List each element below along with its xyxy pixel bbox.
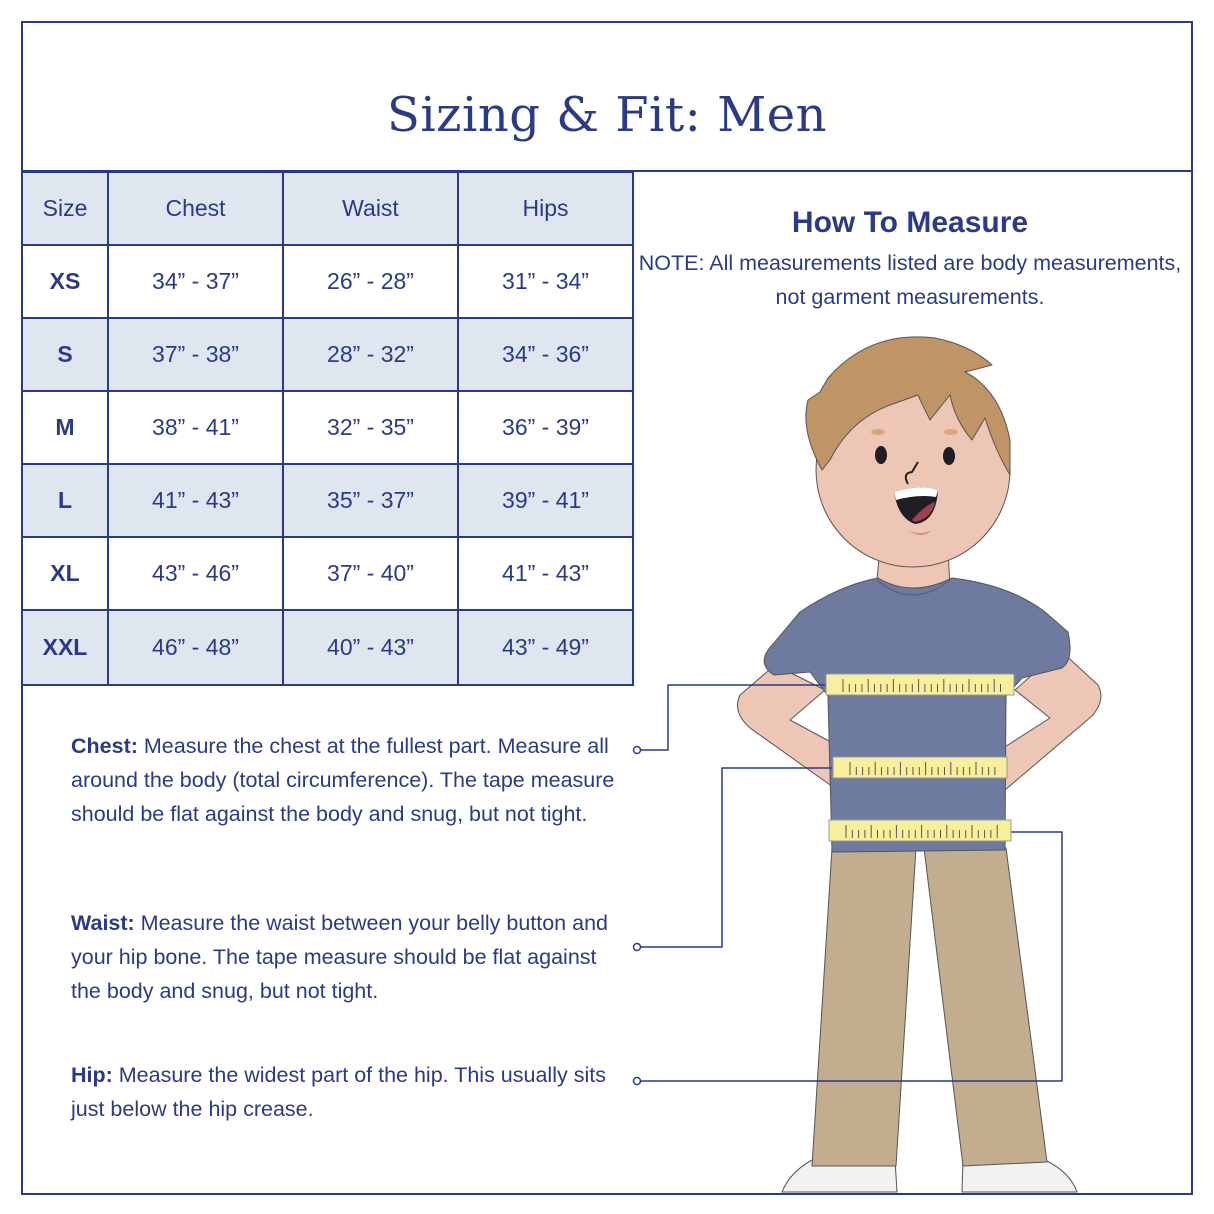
hip-leader-line bbox=[641, 831, 1063, 1082]
chest-instructions: Chest: Measure the chest at the fullest … bbox=[71, 729, 631, 831]
measurement-note: NOTE: All measurements listed are body m… bbox=[638, 251, 1182, 309]
table-row: XL 43” - 46” 37” - 40” 41” - 43” bbox=[21, 536, 634, 611]
header-hips: Hips bbox=[457, 171, 634, 246]
chest-tape bbox=[825, 673, 1015, 696]
waist-cell: 26” - 28” bbox=[282, 244, 459, 319]
hips-cell: 34” - 36” bbox=[457, 317, 634, 392]
waist-leader-line bbox=[641, 767, 833, 948]
size-cell: M bbox=[21, 390, 109, 465]
hips-cell: 41” - 43” bbox=[457, 536, 634, 611]
waist-tape bbox=[832, 756, 1008, 779]
size-cell: S bbox=[21, 317, 109, 392]
waist-cell: 28” - 32” bbox=[282, 317, 459, 392]
hips-cell: 43” - 49” bbox=[457, 609, 634, 686]
chest-leader-dot bbox=[632, 745, 642, 755]
hip-label: Hip: bbox=[71, 1063, 113, 1087]
chest-cell: 38” - 41” bbox=[107, 390, 284, 465]
chest-leader-line bbox=[641, 684, 826, 751]
size-cell: XXL bbox=[21, 609, 109, 686]
left-pant-leg bbox=[811, 847, 917, 1167]
hips-cell: 39” - 41” bbox=[457, 463, 634, 538]
header-chest: Chest bbox=[107, 171, 284, 246]
header-size: Size bbox=[21, 171, 109, 246]
left-shoe bbox=[781, 1159, 898, 1193]
left-arm bbox=[737, 664, 843, 793]
shirt bbox=[763, 577, 1071, 853]
hip-instructions: Hip: Measure the widest part of the hip.… bbox=[71, 1058, 626, 1126]
left-eye bbox=[875, 446, 887, 464]
right-arm bbox=[999, 649, 1102, 791]
hair bbox=[805, 336, 1011, 476]
size-cell: XL bbox=[21, 536, 109, 611]
chest-text: Measure the chest at the fullest part. M… bbox=[71, 734, 615, 826]
chest-cell: 43” - 46” bbox=[107, 536, 284, 611]
hips-cell: 36” - 39” bbox=[457, 390, 634, 465]
right-eye bbox=[943, 447, 955, 465]
waist-instructions: Waist: Measure the waist between your be… bbox=[71, 906, 631, 1008]
waist-cell: 40” - 43” bbox=[282, 609, 459, 686]
chest-cell: 37” - 38” bbox=[107, 317, 284, 392]
table-row: XXL 46” - 48” 40” - 43” 43” - 49” bbox=[21, 609, 634, 686]
table-row: L 41” - 43” 35” - 37” 39” - 41” bbox=[21, 463, 634, 538]
how-to-measure: How To Measure NOTE: All measurements li… bbox=[632, 206, 1188, 314]
waist-label: Waist: bbox=[71, 911, 135, 935]
waist-cell: 35” - 37” bbox=[282, 463, 459, 538]
chest-cell: 41” - 43” bbox=[107, 463, 284, 538]
right-pant-leg bbox=[923, 847, 1048, 1167]
hips-cell: 31” - 34” bbox=[457, 244, 634, 319]
table-row: S 37” - 38” 28” - 32” 34” - 36” bbox=[21, 317, 634, 392]
hip-tape bbox=[828, 819, 1012, 842]
title-bar: Sizing & Fit: Men bbox=[21, 21, 1193, 172]
size-table: Size Chest Waist Hips XS 34” - 37” 26” - 2… bbox=[21, 171, 634, 686]
table-header-row: Size Chest Waist Hips bbox=[21, 171, 634, 246]
header-waist: Waist bbox=[282, 171, 459, 246]
chest-label: Chest: bbox=[71, 734, 138, 758]
how-to-measure-heading: How To Measure bbox=[791, 206, 1029, 239]
nose bbox=[904, 461, 919, 485]
size-cell: L bbox=[21, 463, 109, 538]
waist-text: Measure the waist between your belly but… bbox=[71, 911, 608, 1003]
chest-cell: 34” - 37” bbox=[107, 244, 284, 319]
hip-text: Measure the widest part of the hip. This… bbox=[71, 1063, 606, 1121]
table-row: M 38” - 41” 32” - 35” 36” - 39” bbox=[21, 390, 634, 465]
hip-leader-dot bbox=[632, 1076, 642, 1086]
waist-leader-dot bbox=[632, 942, 642, 952]
waist-cell: 32” - 35” bbox=[282, 390, 459, 465]
page-title: Sizing & Fit: Men bbox=[386, 87, 828, 143]
table-row: XS 34” - 37” 26” - 28” 31” - 34” bbox=[21, 244, 634, 319]
waist-cell: 37” - 40” bbox=[282, 536, 459, 611]
chest-cell: 46” - 48” bbox=[107, 609, 284, 686]
size-cell: XS bbox=[21, 244, 109, 319]
